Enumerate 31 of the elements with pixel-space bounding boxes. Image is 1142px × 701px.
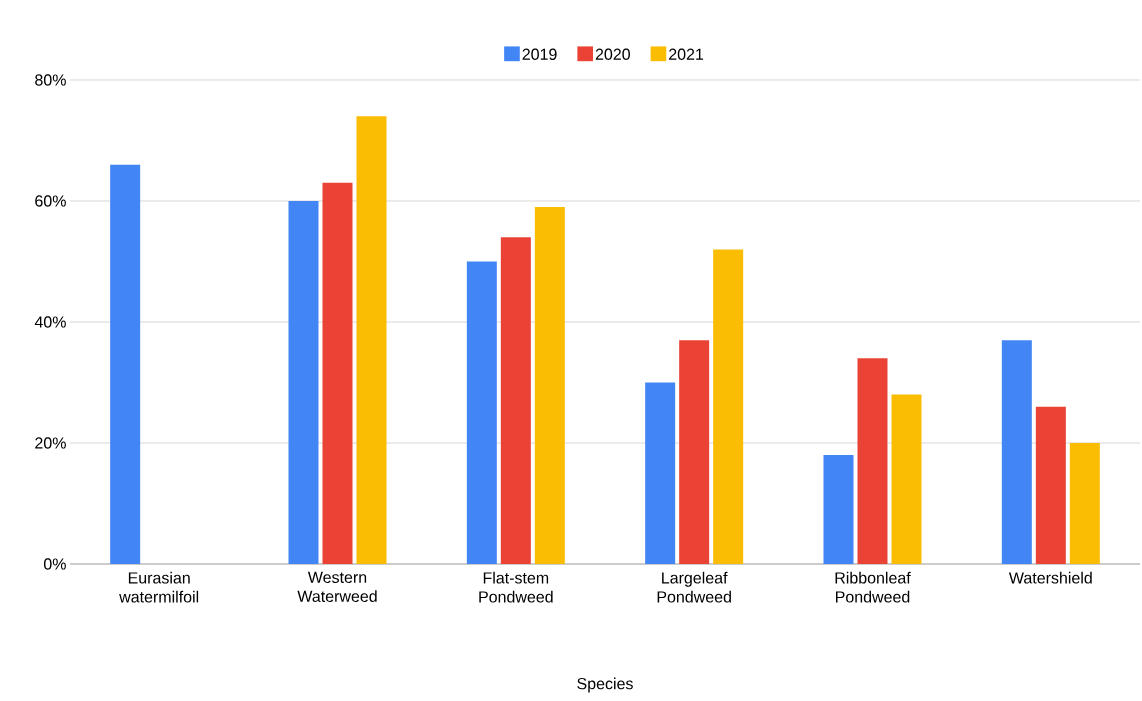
bar [1069, 443, 1100, 564]
legend-label: 2020 [595, 48, 630, 60]
y-tick-label: 80% [35, 74, 66, 86]
bar [1001, 340, 1032, 564]
bar [823, 455, 854, 564]
bar [713, 249, 744, 564]
legend-label: 2021 [669, 48, 704, 60]
bar [288, 201, 319, 564]
x-tick-label: Largeleaf Pondweed [657, 571, 731, 603]
x-tick-label: Flat-stem Pondweed [479, 571, 553, 603]
x-tick-label: Western Waterweed [297, 571, 377, 602]
bar [857, 358, 888, 564]
bar [645, 382, 676, 564]
x-axis-title: Species [577, 677, 633, 693]
x-tick-label: Eurasian watermilfoil [119, 571, 199, 603]
y-tick-label: 20% [35, 437, 66, 449]
y-tick-label: 60% [35, 195, 66, 207]
bar [534, 207, 565, 564]
bar [466, 261, 497, 564]
bar [891, 394, 922, 564]
legend-label: 2019 [522, 48, 557, 60]
y-tick-label: 40% [34, 316, 66, 328]
bar [110, 164, 141, 564]
bar [356, 116, 387, 564]
x-tick-label: Ribbonleaf Pondweed [835, 571, 911, 603]
bar [1035, 406, 1066, 564]
bar [500, 237, 531, 564]
bar [679, 340, 710, 564]
x-tick-label: Watershield [1008, 571, 1092, 584]
y-tick-label: 0% [43, 558, 66, 570]
bar [322, 182, 353, 564]
